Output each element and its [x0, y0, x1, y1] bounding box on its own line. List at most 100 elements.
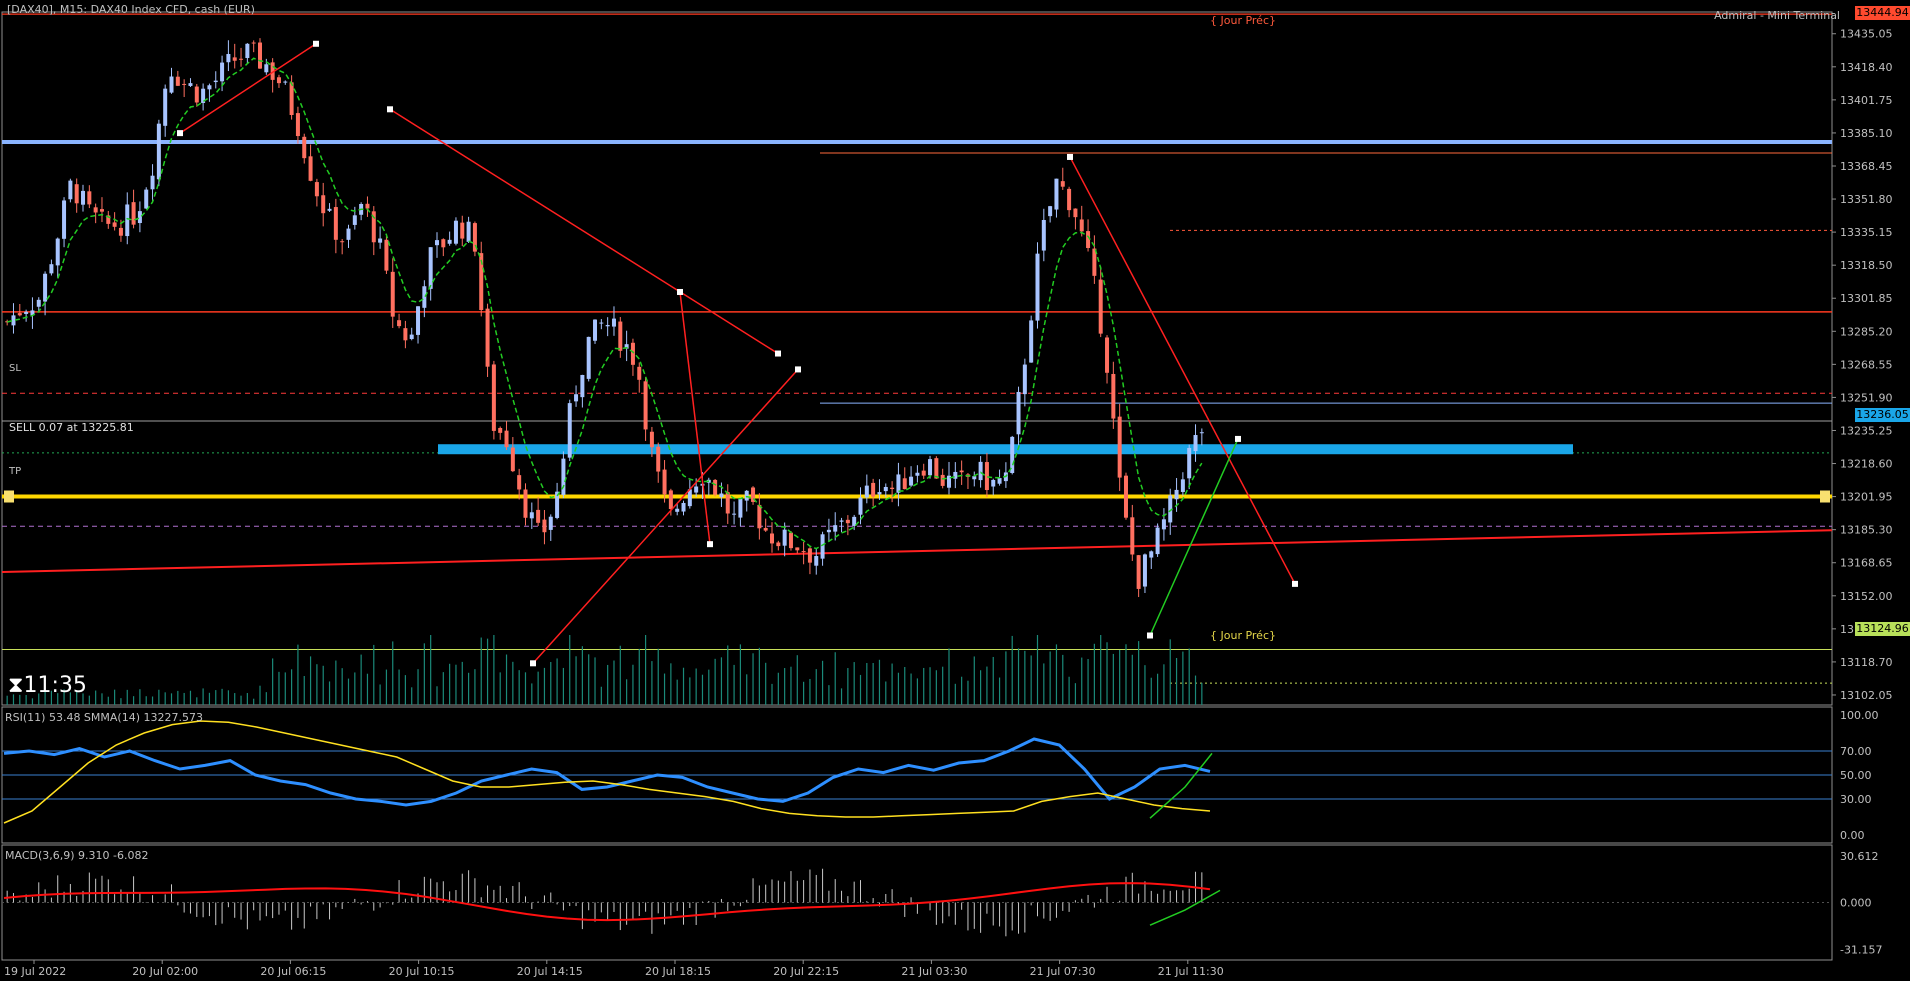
candle-body — [946, 475, 951, 488]
price-tag-current: 13236.05 — [1855, 408, 1910, 422]
candle-body — [605, 325, 610, 327]
trendline-anchor — [707, 541, 713, 548]
candle-body — [1199, 432, 1204, 434]
candle-body — [687, 489, 692, 507]
candle-body — [447, 239, 452, 244]
price-tick-label: 13401.75 — [1840, 94, 1893, 107]
candle-body — [340, 241, 345, 243]
candle-body — [1187, 447, 1192, 479]
candle-body — [934, 458, 939, 479]
trendline-anchor — [677, 288, 683, 295]
candle-body — [1086, 231, 1091, 249]
candle-body — [991, 479, 996, 487]
tp-handle-left — [4, 490, 14, 503]
candle-body — [757, 504, 762, 529]
rsi-pane — [1, 706, 1833, 844]
rsi-green-trend — [1149, 752, 1213, 819]
price-tick-label: 13301.85 — [1840, 292, 1893, 305]
candle-body — [909, 476, 914, 486]
trendline-anchor — [1147, 632, 1153, 639]
candle-body — [479, 253, 484, 311]
time-tick-label: 19 Jul 2022 — [4, 965, 66, 978]
candle-body — [940, 474, 945, 486]
price-tick-label: 13385.10 — [1840, 127, 1893, 140]
candle-body — [498, 427, 503, 433]
candle-body — [725, 492, 730, 514]
candle-body — [1136, 555, 1141, 589]
candle-body — [1010, 436, 1015, 473]
candle-body — [871, 482, 876, 497]
rsi-tick-label: 100.00 — [1840, 709, 1879, 722]
candle-body — [782, 529, 787, 546]
candle-body — [776, 542, 781, 547]
candle-body — [662, 469, 667, 495]
candle-body — [460, 222, 465, 239]
time-tick-label: 20 Jul 02:00 — [132, 965, 198, 978]
candle-body — [681, 502, 686, 512]
candle-body — [62, 200, 67, 239]
candle-body — [795, 547, 800, 551]
candle-body — [49, 264, 54, 274]
candle-body — [485, 308, 490, 367]
time-tick-label: 20 Jul 22:15 — [773, 965, 839, 978]
candle-body — [510, 447, 515, 472]
candle-body — [1022, 364, 1027, 395]
candle-body — [751, 487, 756, 502]
candle-body — [308, 156, 313, 181]
candle-body — [555, 491, 560, 518]
candle-body — [232, 57, 237, 61]
candle-body — [1029, 320, 1034, 363]
candle-body — [504, 430, 509, 448]
candle-body — [978, 461, 983, 481]
candle-body — [144, 189, 149, 209]
trendline-anchor — [177, 130, 183, 137]
candle-body — [371, 211, 376, 243]
candle-body — [877, 492, 882, 495]
rsi-tick-label: 50.00 — [1840, 769, 1872, 782]
price-tick-label: 13418.40 — [1840, 61, 1893, 74]
candle-body — [74, 184, 79, 204]
candle-body — [333, 207, 338, 240]
price-tick-label: 13235.25 — [1840, 424, 1893, 437]
candle-body — [30, 310, 35, 316]
candle-body — [441, 239, 446, 248]
price-tick-label: 13118.70 — [1840, 656, 1893, 669]
candle-body — [1079, 219, 1084, 232]
candle-body — [201, 88, 206, 103]
smma-line — [7, 57, 1203, 550]
sell-order-label[interactable]: SELL 0.07 at 13225.81 — [9, 421, 134, 434]
candle-body — [574, 394, 579, 402]
candle-body — [839, 520, 844, 522]
candle-body — [1130, 517, 1135, 555]
candle-body — [567, 403, 572, 458]
candle-body — [883, 486, 888, 492]
candle-body — [403, 328, 408, 341]
candle-body — [466, 221, 471, 242]
candle-body — [182, 83, 187, 85]
candle-body — [694, 486, 699, 493]
candle-body — [928, 459, 933, 476]
candle-body — [384, 239, 389, 271]
price-tick-label: 13268.55 — [1840, 358, 1893, 371]
candle-body — [11, 315, 16, 326]
rsi-indicator-label: RSI(11) 53.48 SMMA(14) 13227.573 — [5, 711, 203, 724]
timer-value: 11:35 — [23, 673, 87, 698]
rsi-line — [3, 737, 1211, 807]
candle-body — [890, 487, 895, 490]
candle-body — [732, 513, 737, 515]
candle-body — [258, 42, 263, 69]
mini-terminal-label[interactable]: Admiral - Mini Terminal — [1714, 9, 1840, 22]
price-tick-label: 13102.05 — [1840, 689, 1893, 702]
candle-body — [36, 299, 41, 307]
candle-body — [397, 320, 402, 327]
candle-body — [738, 498, 743, 518]
candle-body — [1180, 479, 1185, 492]
candle-body — [770, 533, 775, 544]
time-tick-label: 21 Jul 07:30 — [1030, 965, 1096, 978]
candle-body — [719, 493, 724, 498]
candle-body — [1161, 519, 1166, 530]
candle-body — [896, 474, 901, 493]
candle-body — [1067, 188, 1072, 211]
trendline-down-2 — [1069, 156, 1296, 585]
